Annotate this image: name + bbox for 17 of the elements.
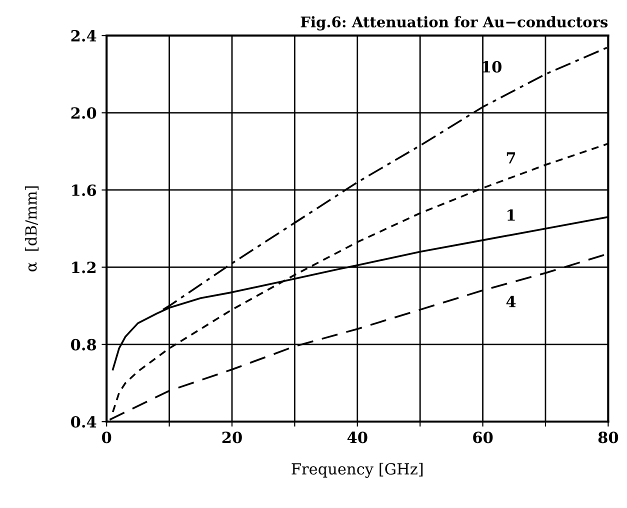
x-tick-label: 0 <box>102 432 112 444</box>
x-tick-label: 20 <box>222 432 242 444</box>
x-tick-label: 40 <box>347 432 368 444</box>
y-tick-label: 1.2 <box>72 262 96 274</box>
series-label: 7 <box>506 152 516 164</box>
y-tick-label: 0.8 <box>71 338 96 350</box>
series-label: 1 <box>508 209 515 221</box>
x-axis-title: Frequency [GHz] <box>292 462 423 478</box>
y-tick-label: 2.4 <box>71 30 96 42</box>
y-axis-title: α [dB/mm] <box>24 186 39 272</box>
series-label: 4 <box>506 296 516 308</box>
x-tick-label: 80 <box>598 432 618 444</box>
y-tick-label: 2.0 <box>71 107 96 119</box>
x-tick-label: 60 <box>473 432 493 444</box>
chart-title: Fig.6: Attenuation for Au−conductors <box>300 16 608 30</box>
y-tick-label: 0.4 <box>71 416 96 428</box>
y-tick-label: 1.6 <box>72 184 96 196</box>
